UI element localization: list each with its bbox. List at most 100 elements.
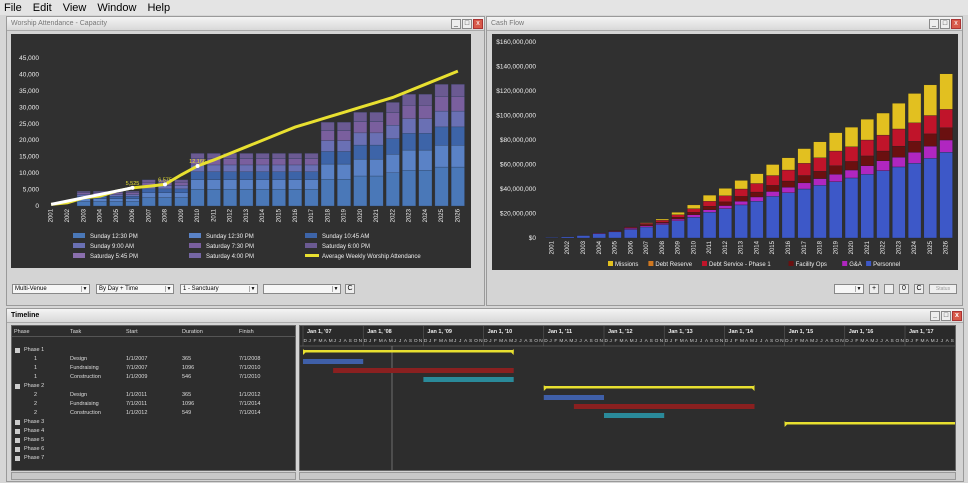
- table-row[interactable]: Phase 7: [12, 454, 295, 463]
- expand-icon[interactable]: [15, 420, 20, 425]
- blank-select[interactable]: ▼: [263, 284, 341, 294]
- minimize-button[interactable]: _: [930, 310, 940, 321]
- maximize-button[interactable]: □: [462, 18, 472, 29]
- venue-select[interactable]: Multi-Venue ▼: [12, 284, 90, 294]
- x-tick-label: 2021: [374, 208, 380, 222]
- month-label: M: [499, 338, 503, 344]
- capacity-bar: [158, 188, 172, 193]
- cashflow-bar: [639, 226, 654, 239]
- month-label: F: [554, 338, 557, 344]
- cell-dur: 549: [182, 410, 192, 416]
- chevron-down-icon: ▼: [81, 286, 88, 292]
- worship-titlebar[interactable]: Worship Attendance - Capacity _ □ x: [7, 17, 484, 31]
- month-label: M: [921, 338, 925, 344]
- month-label: J: [850, 338, 853, 344]
- capacity-bar: [353, 121, 368, 134]
- phase-marker: [303, 349, 306, 355]
- cashflow-bar: [655, 221, 669, 224]
- month-label: N: [900, 338, 904, 344]
- month-label: J: [936, 338, 939, 344]
- add-button[interactable]: +: [869, 284, 879, 294]
- maximize-button[interactable]: □: [940, 18, 950, 29]
- month-label: M: [379, 338, 383, 344]
- minimize-button[interactable]: _: [929, 18, 939, 29]
- table-row[interactable]: Phase 2: [12, 382, 295, 391]
- task-table-scrollbar[interactable]: [11, 472, 296, 480]
- refresh-button[interactable]: C: [345, 284, 355, 294]
- close-button[interactable]: x: [952, 310, 962, 321]
- expand-icon[interactable]: [15, 447, 20, 452]
- capacity-bar: [174, 197, 189, 207]
- expand-icon[interactable]: [15, 456, 20, 461]
- location-select[interactable]: 1 - Sanctuary ▼: [180, 284, 258, 294]
- gantt-scrollbar[interactable]: [299, 472, 956, 480]
- capacity-bar: [320, 163, 335, 180]
- month-label: O: [534, 338, 538, 344]
- x-tick-label: 2007: [644, 240, 650, 254]
- capacity-bar: [239, 153, 254, 159]
- expand-icon[interactable]: [15, 348, 20, 353]
- capacity-bar: [369, 112, 384, 122]
- table-row[interactable]: 2 Construction 1/1/2012 549 7/1/2014: [12, 409, 295, 418]
- table-row[interactable]: Phase 3: [12, 418, 295, 427]
- month-label: S: [830, 338, 833, 344]
- month-label: F: [675, 338, 678, 344]
- capacity-bar: [223, 164, 237, 172]
- table-row[interactable]: 1 Fundraising 7/1/2007 1096 7/1/2010: [12, 364, 295, 373]
- blank-button[interactable]: [884, 284, 894, 294]
- legend-label: Sunday 9:00 AM: [90, 244, 134, 250]
- close-button[interactable]: x: [473, 18, 483, 29]
- cashflow-bar: [655, 218, 669, 221]
- x-tick-label: 2017: [802, 240, 808, 254]
- y-tick-label: 30,000: [19, 104, 39, 111]
- month-label: N: [539, 338, 543, 344]
- table-row[interactable]: Phase 6: [12, 445, 295, 454]
- expand-icon[interactable]: [15, 429, 20, 434]
- month-label: M: [449, 338, 453, 344]
- table-row[interactable]: 2 Design 1/1/2011 365 1/1/2012: [12, 391, 295, 400]
- worship-title: Worship Attendance - Capacity: [11, 20, 107, 27]
- cashflow-select[interactable]: ▼: [834, 284, 864, 294]
- month-label: F: [314, 338, 317, 344]
- minimize-button[interactable]: _: [451, 18, 461, 29]
- table-row[interactable]: Phase 4: [12, 427, 295, 436]
- table-row[interactable]: Phase 5: [12, 436, 295, 445]
- x-tick-label: 2015: [276, 208, 282, 222]
- capacity-bar: [451, 96, 465, 112]
- capacity-bar: [255, 164, 270, 172]
- capacity-bar: [434, 110, 449, 128]
- timeline-titlebar[interactable]: Timeline _ □ x: [7, 309, 963, 323]
- maximize-button[interactable]: □: [941, 310, 951, 321]
- cashflow-bar: [907, 163, 922, 239]
- expand-icon[interactable]: [15, 438, 20, 443]
- table-row[interactable]: Phase 1: [12, 346, 295, 355]
- month-label: S: [349, 338, 352, 344]
- close-button[interactable]: x: [951, 18, 961, 29]
- table-row[interactable]: 1 Design 1/1/2007 365 7/1/2008: [12, 355, 295, 364]
- cashflow-titlebar[interactable]: Cash Flow _ □ x: [487, 17, 962, 31]
- menu-window[interactable]: Window: [97, 1, 137, 14]
- menu-view[interactable]: View: [62, 1, 87, 14]
- legend-label: Sunday 12:30 PM: [206, 234, 254, 240]
- table-row[interactable]: 2 Fundraising 7/1/2011 1096 7/1/2014: [12, 400, 295, 409]
- zero-button[interactable]: 0: [899, 284, 909, 294]
- month-label: J: [790, 338, 793, 344]
- month-label: F: [855, 338, 858, 344]
- cashflow-bar: [907, 141, 922, 153]
- status-button[interactable]: Status: [929, 284, 957, 294]
- capacity-bar: [320, 121, 335, 131]
- phase-label: Phase 3: [24, 419, 45, 425]
- cashflow-bar: [766, 164, 780, 176]
- table-row[interactable]: 1 Construction 1/1/2009 546 7/1/2010: [12, 373, 295, 382]
- grouping-select[interactable]: By Day + Time ▼: [96, 284, 174, 294]
- menu-help[interactable]: Help: [147, 1, 171, 14]
- x-tick-label: 2004: [98, 208, 104, 222]
- capacity-bar: [109, 198, 124, 202]
- x-tick-label: 2009: [179, 208, 185, 222]
- y-tick-label: 15,000: [19, 154, 39, 161]
- expand-icon[interactable]: [15, 384, 20, 389]
- menu-file[interactable]: File: [4, 1, 22, 14]
- menu-edit[interactable]: Edit: [32, 1, 52, 14]
- clear-button[interactable]: C: [914, 284, 924, 294]
- y-tick-label: 0: [35, 203, 39, 210]
